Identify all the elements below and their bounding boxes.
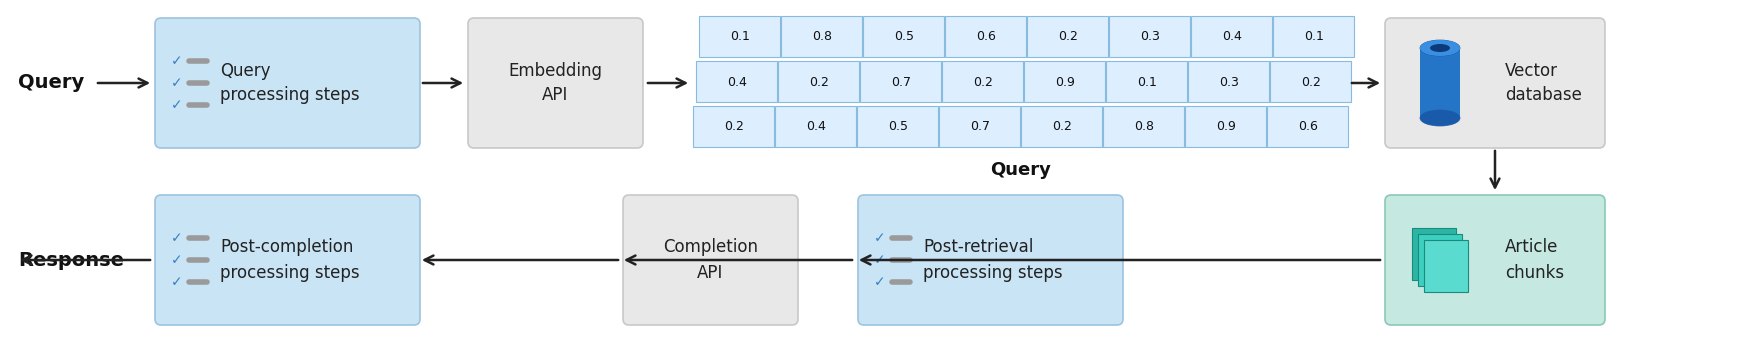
- Text: 0.7: 0.7: [970, 120, 990, 133]
- FancyBboxPatch shape: [1106, 61, 1187, 102]
- Text: Completion
API: Completion API: [662, 238, 757, 282]
- Text: 0.4: 0.4: [1222, 31, 1242, 44]
- FancyBboxPatch shape: [858, 195, 1124, 325]
- Text: 0.6: 0.6: [1298, 120, 1317, 133]
- FancyBboxPatch shape: [699, 16, 780, 57]
- FancyBboxPatch shape: [939, 106, 1020, 147]
- Text: 0.5: 0.5: [895, 31, 914, 44]
- Text: ✓: ✓: [171, 253, 183, 267]
- Ellipse shape: [1419, 110, 1460, 126]
- Text: 0.6: 0.6: [976, 31, 997, 44]
- Text: 0.1: 0.1: [1138, 75, 1157, 88]
- Text: Query: Query: [990, 161, 1051, 179]
- Text: ✓: ✓: [171, 98, 183, 112]
- FancyBboxPatch shape: [1273, 16, 1354, 57]
- Text: Article
chunks: Article chunks: [1506, 238, 1564, 282]
- FancyBboxPatch shape: [1270, 61, 1351, 102]
- Text: 0.1: 0.1: [1305, 31, 1324, 44]
- FancyBboxPatch shape: [1384, 195, 1604, 325]
- Text: 0.4: 0.4: [807, 120, 826, 133]
- Text: ✓: ✓: [873, 275, 886, 289]
- Text: ✓: ✓: [873, 231, 886, 245]
- Text: 0.2: 0.2: [1051, 120, 1072, 133]
- FancyBboxPatch shape: [155, 195, 421, 325]
- Text: 0.9: 0.9: [1055, 75, 1074, 88]
- FancyBboxPatch shape: [780, 16, 861, 57]
- FancyBboxPatch shape: [863, 16, 944, 57]
- Ellipse shape: [1419, 40, 1460, 56]
- FancyBboxPatch shape: [1190, 16, 1271, 57]
- FancyBboxPatch shape: [946, 16, 1027, 57]
- FancyBboxPatch shape: [1425, 240, 1469, 292]
- FancyBboxPatch shape: [155, 18, 421, 148]
- FancyBboxPatch shape: [1419, 48, 1460, 118]
- FancyBboxPatch shape: [468, 18, 643, 148]
- Text: ✓: ✓: [171, 76, 183, 90]
- FancyBboxPatch shape: [1185, 106, 1266, 147]
- FancyBboxPatch shape: [942, 61, 1023, 102]
- FancyBboxPatch shape: [1102, 106, 1183, 147]
- Text: ✓: ✓: [171, 231, 183, 245]
- Text: 0.3: 0.3: [1139, 31, 1160, 44]
- Text: 0.5: 0.5: [888, 120, 909, 133]
- FancyBboxPatch shape: [1418, 234, 1462, 286]
- Text: Response: Response: [18, 251, 123, 270]
- Text: 0.1: 0.1: [731, 31, 750, 44]
- Text: Post-retrieval
processing steps: Post-retrieval processing steps: [923, 238, 1062, 282]
- FancyBboxPatch shape: [1023, 61, 1104, 102]
- Text: Post-completion
processing steps: Post-completion processing steps: [220, 238, 359, 282]
- Text: 0.8: 0.8: [812, 31, 831, 44]
- Text: 0.8: 0.8: [1134, 120, 1153, 133]
- Text: Vector
database: Vector database: [1506, 61, 1581, 105]
- Text: 0.2: 0.2: [1301, 75, 1321, 88]
- FancyBboxPatch shape: [623, 195, 798, 325]
- Text: 0.2: 0.2: [724, 120, 743, 133]
- Text: 0.2: 0.2: [808, 75, 829, 88]
- FancyBboxPatch shape: [1412, 228, 1456, 280]
- Text: 0.9: 0.9: [1217, 120, 1236, 133]
- FancyBboxPatch shape: [1021, 106, 1102, 147]
- FancyBboxPatch shape: [859, 61, 940, 102]
- FancyBboxPatch shape: [1027, 16, 1108, 57]
- Ellipse shape: [1419, 40, 1460, 56]
- Text: ✓: ✓: [171, 275, 183, 289]
- FancyBboxPatch shape: [1266, 106, 1347, 147]
- FancyBboxPatch shape: [1189, 61, 1270, 102]
- Text: 0.3: 0.3: [1219, 75, 1240, 88]
- Text: 0.7: 0.7: [891, 75, 910, 88]
- FancyBboxPatch shape: [694, 106, 775, 147]
- Text: Query
processing steps: Query processing steps: [220, 61, 359, 105]
- Text: 0.4: 0.4: [727, 75, 747, 88]
- Text: Embedding
API: Embedding API: [509, 61, 602, 105]
- FancyBboxPatch shape: [1384, 18, 1604, 148]
- FancyBboxPatch shape: [1109, 16, 1190, 57]
- FancyBboxPatch shape: [778, 61, 859, 102]
- FancyBboxPatch shape: [696, 61, 777, 102]
- Text: Query: Query: [18, 73, 85, 93]
- Text: ✓: ✓: [171, 54, 183, 68]
- Text: 0.2: 0.2: [1058, 31, 1078, 44]
- FancyBboxPatch shape: [858, 106, 939, 147]
- FancyBboxPatch shape: [775, 106, 856, 147]
- Text: 0.2: 0.2: [974, 75, 993, 88]
- Text: ✓: ✓: [873, 253, 886, 267]
- Ellipse shape: [1430, 44, 1449, 52]
